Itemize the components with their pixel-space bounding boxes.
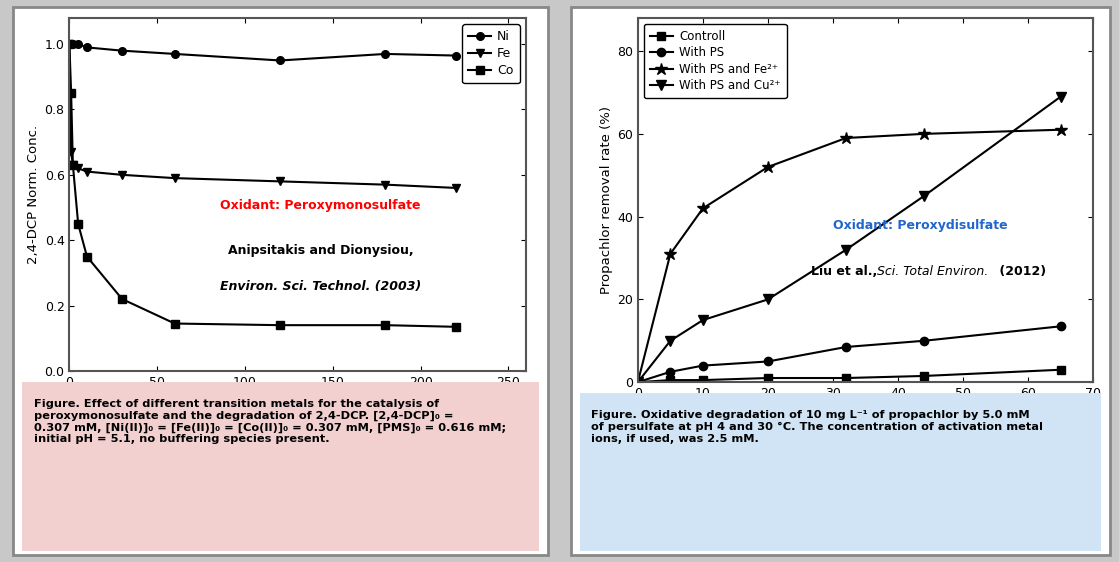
- Co: [168, 320, 181, 327]
- Ni: [273, 57, 286, 64]
- With PS: [761, 358, 774, 365]
- With PS: [1054, 323, 1068, 330]
- With PS and Cu²⁺: [696, 317, 709, 324]
- Line: Co: Co: [66, 40, 460, 330]
- Fe: [66, 162, 79, 169]
- Line: Ni: Ni: [66, 40, 460, 64]
- Text: (2012): (2012): [995, 265, 1046, 278]
- Fe: [168, 175, 181, 182]
- Line: Fe: Fe: [65, 40, 460, 192]
- X-axis label: Reaction Time (min): Reaction Time (min): [231, 393, 365, 406]
- Fe: [273, 178, 286, 185]
- Text: Sci. Total Environ.: Sci. Total Environ.: [877, 265, 988, 278]
- With PS and Cu²⁺: [761, 296, 774, 303]
- Fe: [449, 184, 462, 191]
- Co: [72, 220, 85, 227]
- Fe: [65, 148, 78, 155]
- Ni: [168, 51, 181, 57]
- X-axis label: Reaction time (h): Reaction time (h): [798, 404, 933, 418]
- Controll: [1054, 366, 1068, 373]
- With PS and Cu²⁺: [918, 193, 931, 200]
- Co: [81, 253, 94, 260]
- With PS and Fe²⁺: [631, 379, 645, 386]
- With PS and Cu²⁺: [664, 337, 677, 344]
- With PS and Fe²⁺: [839, 135, 853, 142]
- With PS and Cu²⁺: [1054, 93, 1068, 100]
- Line: With PS and Fe²⁺: With PS and Fe²⁺: [631, 124, 1068, 388]
- Co: [63, 41, 76, 48]
- With PS: [918, 337, 931, 344]
- Ni: [63, 41, 76, 48]
- Text: Environ. Sci. Technol. (2003): Environ. Sci. Technol. (2003): [219, 280, 421, 293]
- Legend: Controll, With PS, With PS and Fe²⁺, With PS and Cu²⁺: Controll, With PS, With PS and Fe²⁺, Wit…: [643, 24, 787, 98]
- With PS and Fe²⁺: [664, 251, 677, 257]
- Co: [115, 296, 129, 302]
- Co: [273, 322, 286, 329]
- Ni: [72, 41, 85, 48]
- Text: Liu et al.,: Liu et al.,: [811, 265, 882, 278]
- Text: Oxidant: Peroxymonosulfate: Oxidant: Peroxymonosulfate: [220, 198, 421, 211]
- With PS and Cu²⁺: [839, 246, 853, 253]
- Ni: [81, 44, 94, 51]
- Fe: [63, 41, 76, 48]
- Line: With PS and Cu²⁺: With PS and Cu²⁺: [633, 92, 1065, 387]
- Y-axis label: 2,4-DCP Norm. Conc.: 2,4-DCP Norm. Conc.: [27, 125, 40, 264]
- Ni: [378, 51, 392, 57]
- Controll: [918, 373, 931, 379]
- Co: [65, 90, 78, 97]
- Text: Oxidant: Peroxydisulfate: Oxidant: Peroxydisulfate: [833, 219, 1007, 232]
- Y-axis label: Propachlor removal rate (%): Propachlor removal rate (%): [600, 106, 613, 294]
- Co: [449, 324, 462, 330]
- Fe: [378, 182, 392, 188]
- Controll: [761, 375, 774, 382]
- Co: [66, 162, 79, 169]
- Text: Anipsitakis and Dionysiou,: Anipsitakis and Dionysiou,: [227, 244, 413, 257]
- With PS and Fe²⁺: [1054, 126, 1068, 133]
- Controll: [839, 375, 853, 382]
- With PS: [839, 343, 853, 350]
- Fe: [81, 168, 94, 175]
- Ni: [66, 41, 79, 48]
- Ni: [65, 41, 78, 48]
- Ni: [115, 47, 129, 54]
- With PS: [696, 362, 709, 369]
- Line: Controll: Controll: [633, 365, 1065, 386]
- Fe: [72, 165, 85, 171]
- Controll: [664, 377, 677, 383]
- With PS and Fe²⁺: [918, 130, 931, 137]
- With PS and Fe²⁺: [696, 205, 709, 212]
- Line: With PS: With PS: [633, 322, 1065, 386]
- Co: [378, 322, 392, 329]
- With PS and Cu²⁺: [631, 379, 645, 386]
- With PS and Fe²⁺: [761, 164, 774, 170]
- Text: Figure. Effect of different transition metals for the catalysis of
peroxymonosul: Figure. Effect of different transition m…: [34, 399, 506, 445]
- Legend: Ni, Fe, Co: Ni, Fe, Co: [462, 24, 519, 83]
- Fe: [115, 171, 129, 178]
- Controll: [631, 379, 645, 386]
- Controll: [696, 377, 709, 383]
- With PS: [664, 369, 677, 375]
- Ni: [449, 52, 462, 59]
- With PS: [631, 379, 645, 386]
- Text: Figure. Oxidative degradation of 10 mg L⁻¹ of propachlor by 5.0 mM
of persulfate: Figure. Oxidative degradation of 10 mg L…: [591, 410, 1043, 443]
